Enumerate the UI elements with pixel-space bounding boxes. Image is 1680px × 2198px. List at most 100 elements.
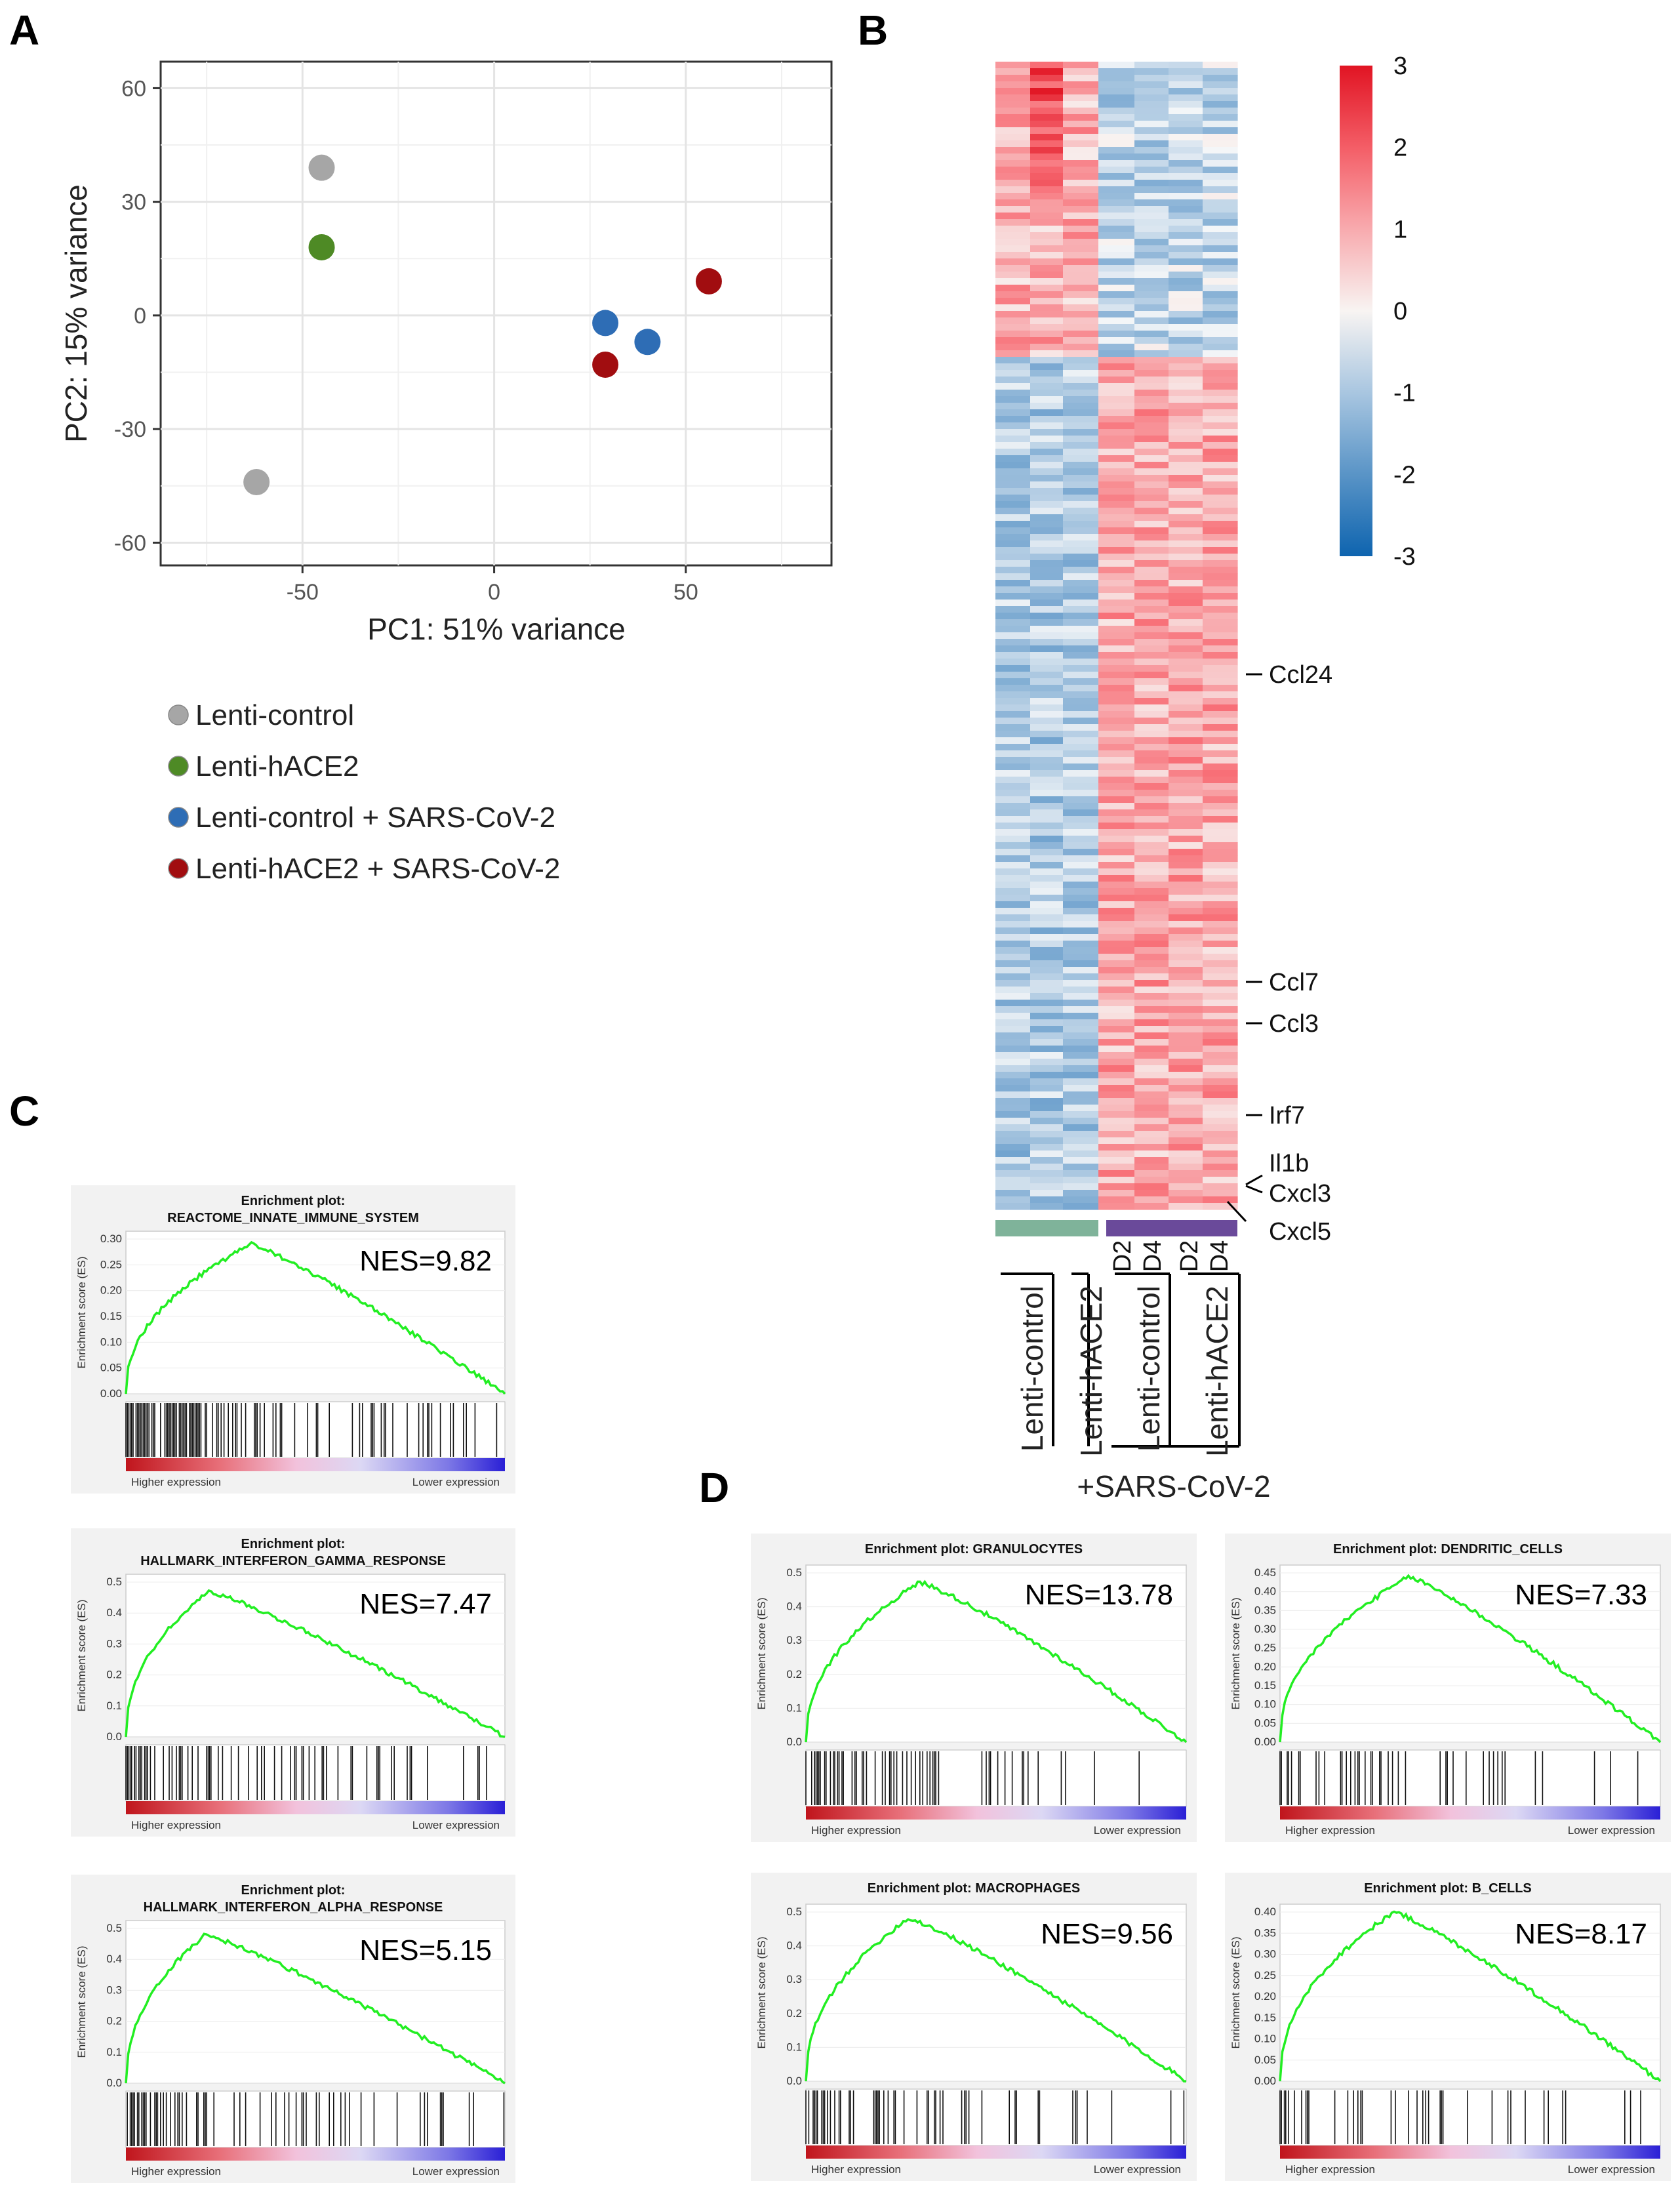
heatmap-cell xyxy=(1030,934,1064,941)
heatmap-cell xyxy=(1169,481,1203,489)
group-bar-infected xyxy=(1106,1220,1237,1236)
heatmap-cell xyxy=(1030,396,1064,403)
heatmap-cell xyxy=(1134,731,1169,738)
heatmap-cell xyxy=(1169,206,1203,213)
heatmap-cell xyxy=(1098,580,1135,587)
heatmap-cell xyxy=(1134,1196,1169,1204)
heatmap-cell xyxy=(1203,560,1238,567)
heatmap-cell xyxy=(1063,232,1099,239)
heatmap-cell xyxy=(1169,1052,1203,1059)
heatmap-cell xyxy=(995,134,1031,141)
heatmap-cell xyxy=(1030,272,1064,279)
heatmap-cell xyxy=(1169,796,1203,804)
heatmap-cell xyxy=(1098,416,1135,423)
heatmap-cell xyxy=(1030,219,1064,226)
heatmap-cell xyxy=(1030,973,1064,981)
heatmap-cell xyxy=(1134,600,1169,607)
heatmap-cell xyxy=(1063,1032,1099,1040)
heatmap-cell xyxy=(1063,836,1099,843)
heatmap-cell xyxy=(1098,508,1135,515)
heatmap-cell xyxy=(1203,75,1238,82)
heatmap-cell xyxy=(1030,567,1064,574)
heatmap-cell xyxy=(1203,101,1238,108)
heatmap-cell xyxy=(995,370,1031,377)
gene-label: Cxcl3 xyxy=(1269,1180,1331,1208)
heatmap-cell xyxy=(1063,672,1099,679)
heatmap-cell xyxy=(1134,449,1169,456)
heatmap-cell xyxy=(1203,1032,1238,1040)
heatmap-cell xyxy=(1169,547,1203,554)
group-label-3: Lenti-control xyxy=(1132,1286,1166,1452)
heatmap-cell xyxy=(1169,606,1203,613)
heatmap-cell xyxy=(1063,134,1099,141)
heatmap-cell xyxy=(1134,921,1169,928)
heatmap-cell xyxy=(1098,245,1135,253)
pca-legend-swatch xyxy=(168,858,189,879)
heatmap-cell xyxy=(1030,1157,1064,1164)
heatmap-cell xyxy=(1203,626,1238,633)
heatmap-cell xyxy=(1030,1124,1064,1131)
heatmap-cell xyxy=(1169,239,1203,246)
heatmap-cell xyxy=(995,691,1031,699)
heatmap-cell xyxy=(1169,960,1203,967)
heatmap-cell xyxy=(1030,101,1064,108)
heatmap-cell xyxy=(1203,803,1238,810)
heatmap-cell xyxy=(995,777,1031,784)
heatmap-cell xyxy=(1030,429,1064,436)
heatmap-cell xyxy=(1134,429,1169,436)
heatmap-cell xyxy=(1063,311,1099,318)
heatmap-cell xyxy=(1203,186,1238,193)
heatmap-cell xyxy=(1063,127,1099,134)
panel-letter-a: A xyxy=(9,7,39,54)
heatmap-cell xyxy=(995,619,1031,626)
heatmap-cell xyxy=(1098,173,1135,180)
heatmap-cell xyxy=(1203,567,1238,574)
heatmap-cell xyxy=(1169,868,1203,876)
heatmap-cell xyxy=(1203,206,1238,213)
heatmap-cell xyxy=(1134,298,1169,305)
gsea-es-curve xyxy=(1279,1910,1662,2083)
heatmap-cell xyxy=(1030,390,1064,397)
heatmap-cell xyxy=(995,1085,1031,1092)
heatmap-cell xyxy=(1134,75,1169,82)
heatmap-cell xyxy=(1134,514,1169,521)
heatmap-cell xyxy=(1169,199,1203,207)
heatmap-cell xyxy=(995,180,1031,187)
heatmap-cell xyxy=(1203,993,1238,1000)
heatmap-cell xyxy=(1098,600,1135,607)
heatmap-cell xyxy=(1098,1019,1135,1027)
heatmap-cell xyxy=(1169,586,1203,594)
heatmap-cell xyxy=(1030,993,1064,1000)
gsea-y-tick-label: 0.15 xyxy=(1254,1679,1276,1692)
heatmap-cell xyxy=(1134,816,1169,823)
heatmap-cell xyxy=(1063,350,1099,357)
gsea-y-tick-label: 0.5 xyxy=(786,1905,802,1918)
heatmap-cell xyxy=(1169,613,1203,620)
gsea-y-tick-label: 0.2 xyxy=(786,1668,802,1680)
heatmap-cell xyxy=(995,422,1031,430)
heatmap-cell xyxy=(1169,639,1203,646)
heatmap-cell xyxy=(1134,1072,1169,1079)
heatmap-cell xyxy=(995,226,1031,233)
heatmap-cell xyxy=(995,842,1031,849)
heatmap-cell xyxy=(1203,606,1238,613)
heatmap-cell xyxy=(1030,403,1064,410)
gene-label: Ccl7 xyxy=(1269,969,1319,996)
heatmap-cell xyxy=(1134,803,1169,810)
gsea-rank-gradient xyxy=(1280,1806,1660,1820)
heatmap-cell xyxy=(1063,927,1099,935)
heatmap-cell xyxy=(1098,311,1135,318)
heatmap-cell xyxy=(995,317,1031,325)
heatmap-cell xyxy=(1134,823,1169,830)
heatmap-cell xyxy=(1030,652,1064,659)
heatmap-cell xyxy=(1063,1118,1099,1125)
heatmap-cell xyxy=(1098,160,1135,167)
heatmap-cell xyxy=(995,199,1031,207)
heatmap-cell xyxy=(1203,763,1238,771)
heatmap-cell xyxy=(1169,1150,1203,1158)
heatmap-cell xyxy=(1030,908,1064,915)
heatmap-cell xyxy=(1030,258,1064,266)
heatmap-cell xyxy=(1030,1105,1064,1112)
heatmap-cell xyxy=(1063,331,1099,338)
heatmap-cell xyxy=(1063,337,1099,344)
